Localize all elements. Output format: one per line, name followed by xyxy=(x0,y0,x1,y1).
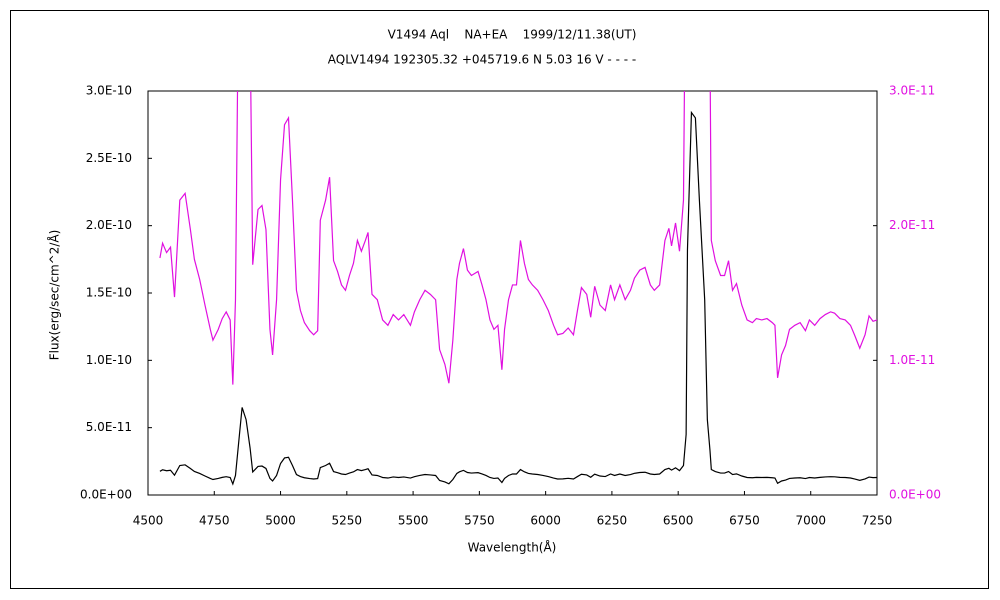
x-tick-label: 7000 xyxy=(795,514,826,528)
y2-tick-label: 0.0E+00 xyxy=(889,488,941,502)
x-tick-label: 5500 xyxy=(398,514,429,528)
plot-area xyxy=(147,90,878,496)
y2-tick-label: 1.0E-11 xyxy=(889,353,935,367)
y-tick-label: 2.5E-10 xyxy=(86,151,132,165)
series-line xyxy=(159,91,877,385)
x-tick-label: 6500 xyxy=(663,514,694,528)
x-tick-label: 6000 xyxy=(530,514,561,528)
y-tick-label: 0.0E+00 xyxy=(80,488,132,502)
y-tick-label: 1.0E-10 xyxy=(86,353,132,367)
frame xyxy=(10,10,989,589)
y-axis-label: Flux(erg/sec/cm^2/Å) xyxy=(47,230,62,361)
y-tick-label: 5.0E-11 xyxy=(86,420,132,434)
x-tick-label: 6250 xyxy=(597,514,628,528)
y-tick-label: 2.0E-10 xyxy=(86,218,132,232)
x-tick-label: 5750 xyxy=(464,514,495,528)
chart-title: V1494 Aql NA+EA 1999/12/11.38(UT) xyxy=(388,28,637,42)
chart-subtitle: AQLV1494 192305.32 +045719.6 N 5.03 16 V… xyxy=(328,53,636,67)
x-tick-label: 4500 xyxy=(133,514,164,528)
y2-tick-label: 3.0E-11 xyxy=(889,84,935,98)
series-line xyxy=(159,110,877,486)
x-tick-label: 5000 xyxy=(265,514,296,528)
x-tick-label: 4750 xyxy=(199,514,230,528)
x-tick-label: 6750 xyxy=(729,514,760,528)
plot-lines xyxy=(159,91,877,486)
x-axis-label: Wavelength(Å) xyxy=(468,540,557,555)
x-tick-label: 5250 xyxy=(332,514,363,528)
x-tick-label: 7250 xyxy=(862,514,893,528)
y2-tick-label: 2.0E-11 xyxy=(889,218,935,232)
y-tick-label: 1.5E-10 xyxy=(86,286,132,300)
y-tick-label: 3.0E-10 xyxy=(86,84,132,98)
